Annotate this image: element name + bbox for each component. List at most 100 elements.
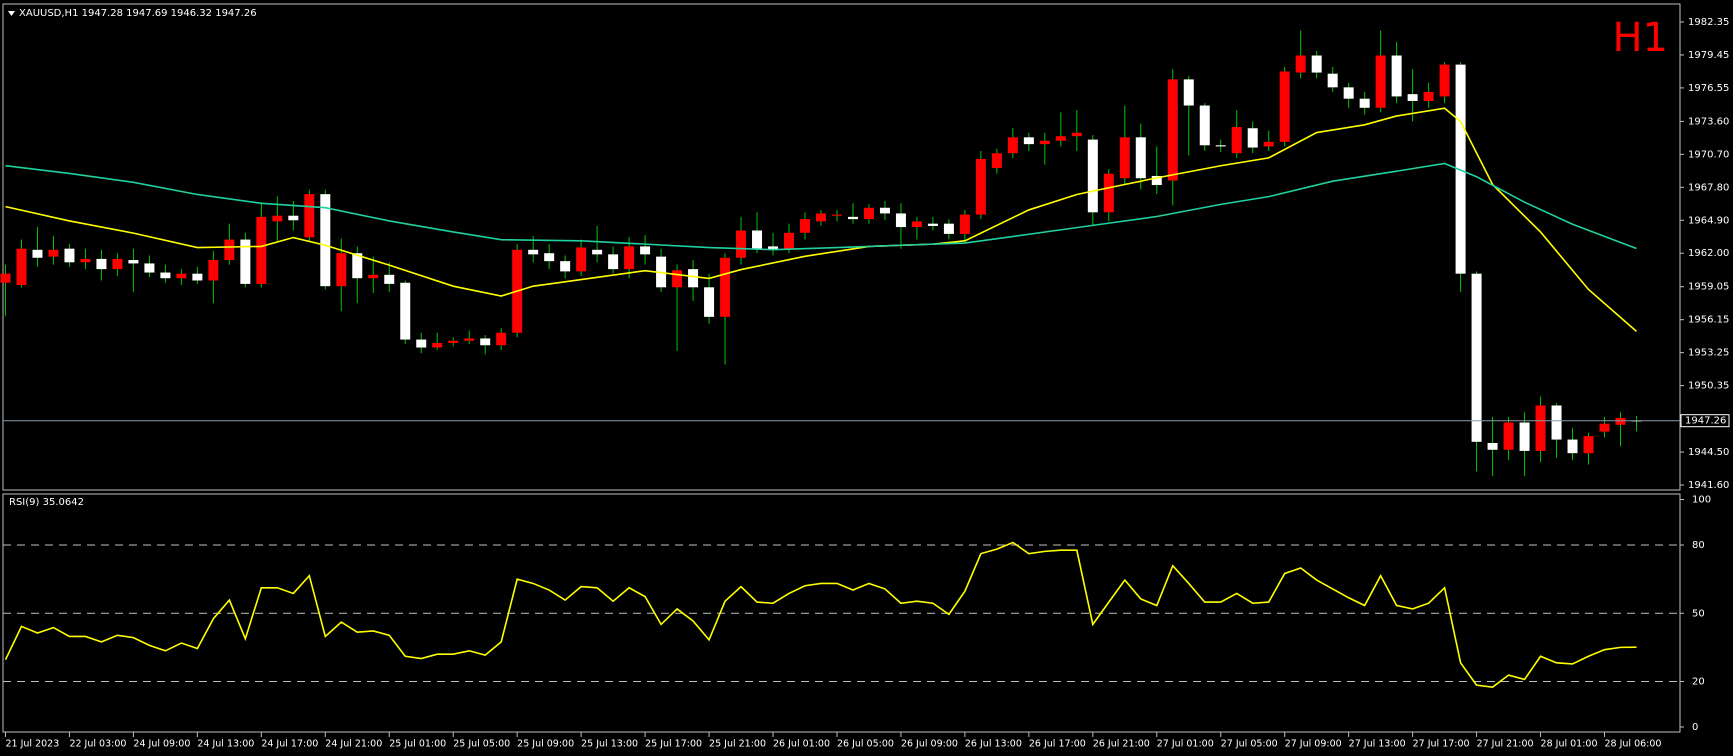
candle-body: [815, 213, 826, 222]
candle-body: [895, 213, 906, 228]
candle-body: [1215, 145, 1226, 147]
candle-body: [1343, 87, 1354, 99]
moving-average: [5, 162, 1637, 251]
y-tick-label: 1970.70: [1688, 149, 1729, 160]
candle-body: [863, 207, 874, 220]
candle-body: [1551, 405, 1562, 440]
candle-body: [1375, 55, 1386, 108]
x-tick-label: 27 Jul 13:00: [1349, 739, 1406, 750]
x-tick-label: 24 Jul 09:00: [133, 739, 190, 750]
y-tick-label: 1941.60: [1688, 480, 1729, 491]
candle-body: [256, 216, 267, 284]
candle-body: [1599, 423, 1610, 432]
candle-body: [368, 274, 379, 279]
x-tick-label: 28 Jul 01:00: [1541, 739, 1598, 750]
x-tick-label: 26 Jul 17:00: [1029, 739, 1086, 750]
candle-body: [1391, 55, 1402, 97]
candle-body: [1503, 422, 1514, 450]
candle-body: [1151, 175, 1162, 186]
candle-body: [1407, 94, 1418, 101]
x-tick-label: 25 Jul 01:00: [389, 739, 446, 750]
candle-body: [1359, 98, 1370, 108]
x-tick-label: 27 Jul 05:00: [1221, 739, 1278, 750]
x-tick-label: 25 Jul 17:00: [645, 739, 702, 750]
candle-body: [528, 249, 539, 255]
candle-body: [1007, 137, 1018, 154]
candle-body: [1119, 137, 1130, 179]
candle-body: [688, 269, 699, 288]
candle-body: [1071, 132, 1082, 137]
rsi-line: [4, 541, 1637, 689]
x-tick-label: 25 Jul 13:00: [581, 739, 638, 750]
x-tick-label: 24 Jul 21:00: [325, 739, 382, 750]
candle-body: [911, 221, 922, 228]
header-arrow: [8, 11, 15, 16]
candle-body: [0, 273, 11, 283]
candle-body: [784, 232, 795, 249]
candle-body: [272, 215, 283, 222]
candle-body: [128, 260, 139, 264]
candle-body: [1487, 442, 1498, 450]
candle-body: [480, 338, 491, 346]
y-tick-label: 1982.35: [1688, 17, 1729, 28]
candle-body: [1023, 137, 1034, 145]
candle-body: [1263, 141, 1274, 147]
candle-body: [1231, 127, 1242, 154]
candle-body: [831, 214, 842, 216]
candle-body: [576, 247, 587, 272]
candle-body: [1519, 422, 1530, 451]
x-tick-label: 28 Jul 06:00: [1605, 739, 1662, 750]
y-tick-label: 1959.05: [1688, 282, 1729, 293]
candle-body: [1295, 55, 1306, 73]
x-tick-label: 27 Jul 17:00: [1413, 739, 1470, 750]
x-tick-label: 25 Jul 05:00: [453, 739, 510, 750]
candle-body: [208, 260, 219, 281]
y-tick-label: 1976.55: [1688, 83, 1729, 94]
candle-body: [352, 253, 363, 279]
candle-body: [1455, 64, 1466, 274]
candle-body: [1167, 79, 1178, 181]
candle-body: [400, 282, 411, 340]
candle-body: [847, 216, 858, 220]
x-tick-label: 25 Jul 09:00: [517, 739, 574, 750]
x-tick-label: 26 Jul 21:00: [1093, 739, 1150, 750]
last-price-box: [1680, 414, 1730, 428]
candle-body: [16, 248, 27, 286]
candle-body: [608, 254, 619, 270]
candle-body: [416, 339, 427, 348]
candle-body: [1055, 136, 1066, 141]
candle-body: [544, 253, 555, 262]
rsi-tick-label: 20: [1692, 677, 1705, 688]
last-price-label: 1947.26: [1685, 416, 1726, 427]
candle-body: [1103, 173, 1114, 213]
candle-body: [384, 274, 395, 284]
rsi-label: RSI(9) 35.0642: [9, 497, 84, 508]
candle-body: [927, 223, 938, 226]
candle-body: [304, 194, 315, 238]
candle-body: [48, 249, 59, 257]
candle-body: [1183, 79, 1194, 106]
rsi-tick-label: 50: [1692, 608, 1705, 619]
timeframe-label: H1: [1612, 15, 1668, 61]
candle-body: [752, 230, 763, 249]
candle-body: [1439, 64, 1450, 97]
candle-body: [176, 273, 187, 279]
candle-body: [975, 158, 986, 215]
y-tick-label: 1944.50: [1688, 447, 1729, 458]
candle-body: [624, 246, 635, 270]
candle-body: [496, 332, 507, 346]
x-tick-label: 24 Jul 13:00: [197, 739, 254, 750]
candle-body: [1135, 137, 1146, 179]
y-tick-label: 1962.00: [1688, 248, 1729, 259]
candle-body: [1039, 140, 1050, 145]
candle-body: [672, 270, 683, 288]
candle-body: [879, 207, 890, 214]
candle-body: [736, 230, 747, 258]
candle-body: [704, 287, 715, 317]
candle-body: [1311, 55, 1322, 73]
candle-body: [336, 253, 347, 287]
candle-body: [448, 340, 459, 343]
candle-body: [160, 272, 171, 279]
candle-body: [720, 257, 731, 317]
rsi-tick-label: 80: [1692, 540, 1705, 551]
